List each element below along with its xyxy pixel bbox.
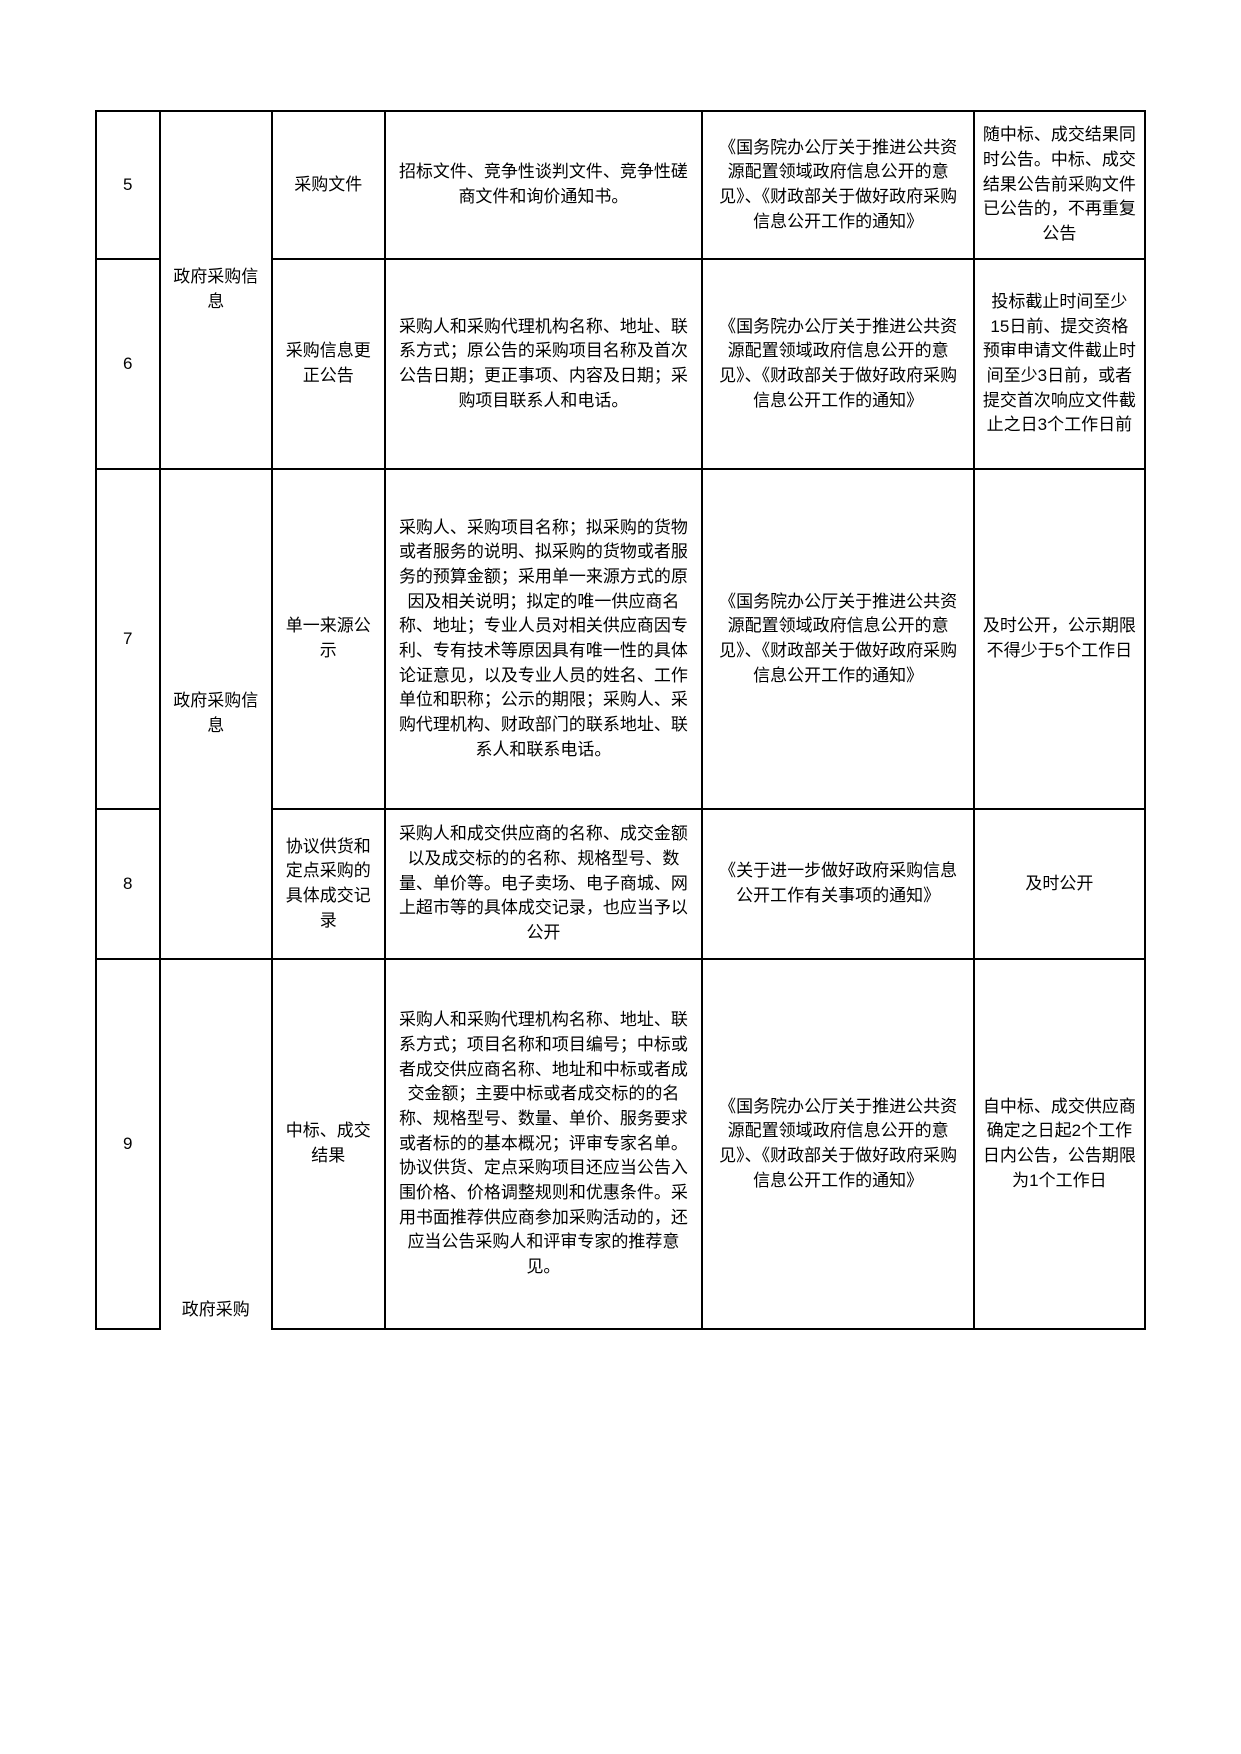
cell-num: 7: [96, 469, 160, 809]
cell-content: 采购人和成交供应商的名称、成交金额以及成交标的的名称、规格型号、数量、单价等。电…: [385, 809, 703, 959]
cell-content: 采购人、采购项目名称；拟采购的货物或者服务的说明、拟采购的货物或者服务的预算金额…: [385, 469, 703, 809]
cell-basis: 《关于进一步做好政府采购信息公开工作有关事项的通知》: [702, 809, 973, 959]
cell-time: 及时公开: [974, 809, 1145, 959]
cell-num: 6: [96, 259, 160, 469]
cell-content: 采购人和采购代理机构名称、地址、联系方式；原公告的采购项目名称及首次公告日期；更…: [385, 259, 703, 469]
table-row: 7 政府采购信息 单一来源公示 采购人、采购项目名称；拟采购的货物或者服务的说明…: [96, 469, 1145, 809]
cell-basis: 《国务院办公厅关于推进公共资源配置领域政府信息公开的意见》、《财政部关于做好政府…: [702, 469, 973, 809]
table-row: 5 政府采购信息 采购文件 招标文件、竞争性谈判文件、竞争性磋商文件和询价通知书…: [96, 111, 1145, 259]
cell-category: 政府采购信息: [160, 469, 272, 959]
cell-content: 招标文件、竞争性谈判文件、竞争性磋商文件和询价通知书。: [385, 111, 703, 259]
cell-time: 随中标、成交结果同时公告。中标、成交结果公告前采购文件已公告的，不再重复公告: [974, 111, 1145, 259]
table-row: 9 政府采购 中标、成交结果 采购人和采购代理机构名称、地址、联系方式；项目名称…: [96, 959, 1145, 1329]
cell-time: 投标截止时间至少15日前、提交资格预审申请文件截止时间至少3日前，或者提交首次响…: [974, 259, 1145, 469]
cell-basis: 《国务院办公厅关于推进公共资源配置领域政府信息公开的意见》、《财政部关于做好政府…: [702, 959, 973, 1329]
cell-type: 采购文件: [272, 111, 384, 259]
procurement-table: 5 政府采购信息 采购文件 招标文件、竞争性谈判文件、竞争性磋商文件和询价通知书…: [95, 110, 1146, 1330]
cell-num: 5: [96, 111, 160, 259]
cell-num: 9: [96, 959, 160, 1329]
cell-num: 8: [96, 809, 160, 959]
cell-basis: 《国务院办公厅关于推进公共资源配置领域政府信息公开的意见》、《财政部关于做好政府…: [702, 259, 973, 469]
cell-type: 单一来源公示: [272, 469, 384, 809]
cell-type: 中标、成交结果: [272, 959, 384, 1329]
document-page: 5 政府采购信息 采购文件 招标文件、竞争性谈判文件、竞争性磋商文件和询价通知书…: [0, 0, 1241, 1330]
cell-category: 政府采购: [160, 959, 272, 1329]
cell-type: 采购信息更正公告: [272, 259, 384, 469]
cell-time: 及时公开，公示期限不得少于5个工作日: [974, 469, 1145, 809]
cell-time: 自中标、成交供应商确定之日起2个工作日内公告，公告期限为1个工作日: [974, 959, 1145, 1329]
cell-content: 采购人和采购代理机构名称、地址、联系方式；项目名称和项目编号；中标或者成交供应商…: [385, 959, 703, 1329]
cell-basis: 《国务院办公厅关于推进公共资源配置领域政府信息公开的意见》、《财政部关于做好政府…: [702, 111, 973, 259]
cell-type: 协议供货和定点采购的具体成交记录: [272, 809, 384, 959]
cell-category: 政府采购信息: [160, 111, 272, 469]
